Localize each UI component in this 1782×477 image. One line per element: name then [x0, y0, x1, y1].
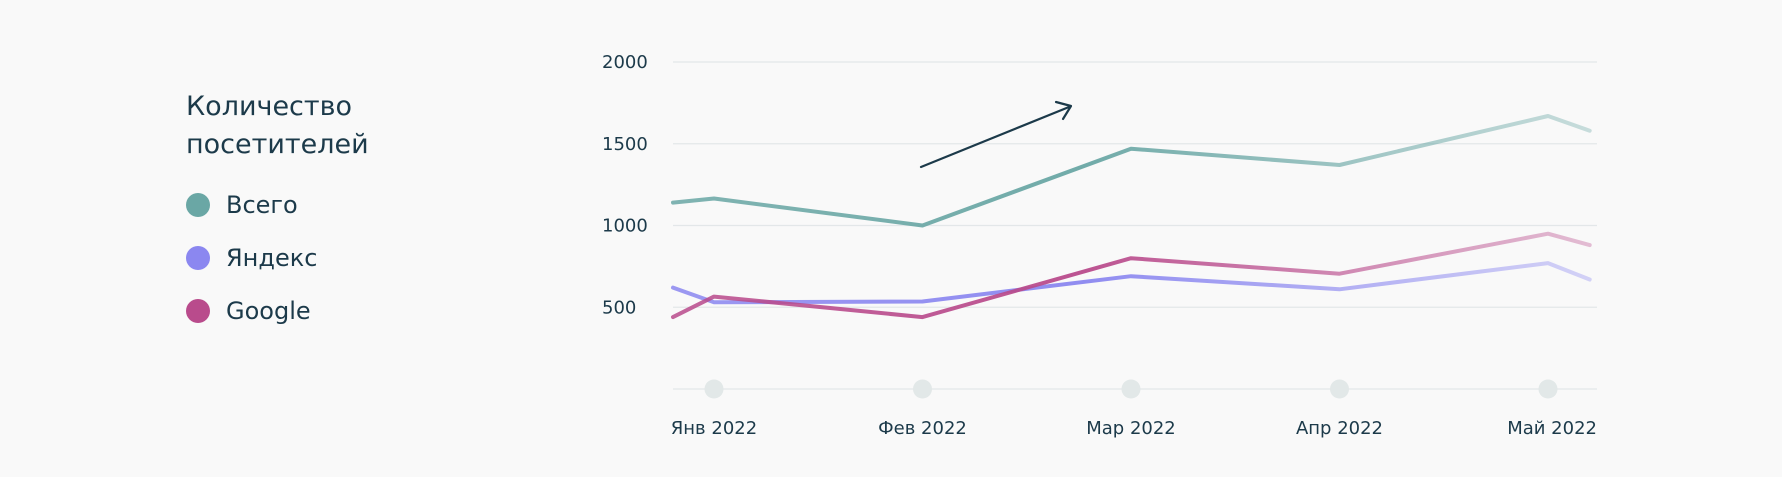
legend-item-yandex[interactable]: Яндекс: [186, 231, 446, 284]
x-tick-label: Янв 2022: [671, 418, 757, 439]
series-line-google: [671, 231, 1592, 320]
legend-dot-total: [186, 192, 210, 217]
x-marker: [1538, 379, 1558, 399]
legend-dot-google: [186, 298, 210, 323]
y-tick-label: 1500: [602, 134, 648, 155]
x-marker: [1121, 379, 1141, 399]
y-tick-label: 500: [602, 297, 636, 318]
x-tick-label: Апр 2022: [1296, 418, 1383, 439]
series: [671, 114, 1592, 320]
x-marker: [704, 379, 724, 399]
x-tick-label: Мар 2022: [1086, 418, 1176, 439]
legend: Количество посетителей Всего Яндекс Goog…: [186, 88, 446, 337]
x-marker: [1330, 379, 1349, 399]
x-axis: Янв 2022 Фев 2022 Мар 2022 Апр 2022 Май 2022: [671, 418, 1597, 439]
trend-arrow-icon: [919, 100, 1073, 169]
legend-title: Количество посетителей: [186, 91, 369, 160]
legend-item-google[interactable]: Google: [186, 284, 446, 337]
legend-dot-yandex: [186, 245, 210, 270]
series-line-total: [671, 114, 1592, 228]
x-axis-markers: [704, 379, 1558, 399]
x-tick-label: Май 2022: [1507, 418, 1597, 439]
y-tick-label: 1000: [602, 216, 648, 237]
series-line-yandex: [671, 261, 1592, 305]
legend-label-yandex: Яндекс: [226, 243, 318, 272]
legend-label-total: Всего: [226, 190, 298, 219]
y-axis: 2000 1500 1000 500: [602, 52, 648, 318]
x-marker: [913, 379, 932, 399]
legend-label-google: Google: [226, 296, 311, 325]
legend-item-total[interactable]: Всего: [186, 178, 446, 231]
y-tick-label: 2000: [602, 52, 648, 73]
grid: [673, 61, 1597, 390]
x-tick-label: Фев 2022: [878, 418, 967, 439]
